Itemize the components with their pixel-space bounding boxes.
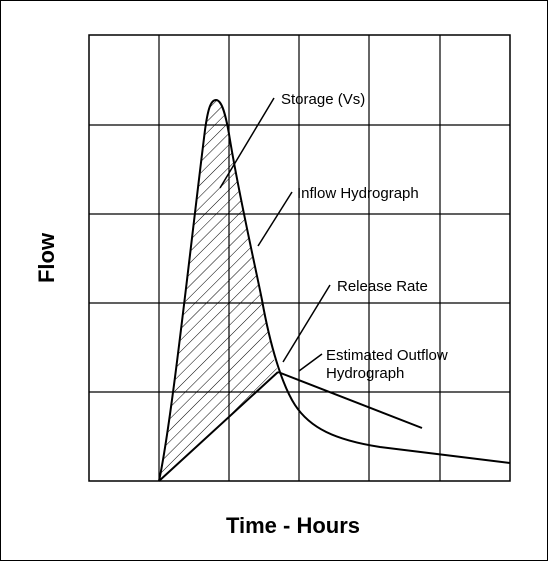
x-axis-label: Time - Hours [226, 513, 360, 538]
outflow-hydrograph-tail [277, 371, 423, 429]
release-rate-label: Release Rate [337, 278, 428, 295]
storage-label: Storage (Vs) [281, 91, 365, 108]
outflow-hydrograph-line [158, 371, 279, 482]
outflow-label-line2: Hydrograph [326, 365, 404, 382]
storage-hatched-area [159, 100, 278, 481]
leader-lines [219, 97, 331, 372]
outflow-label-line1: Estimated Outflow [326, 347, 448, 364]
y-axis-label: Flow [34, 232, 59, 283]
inflow-hydrograph-curve [158, 98, 511, 482]
inflow-hydrograph-label: Inflow Hydrograph [297, 185, 419, 202]
